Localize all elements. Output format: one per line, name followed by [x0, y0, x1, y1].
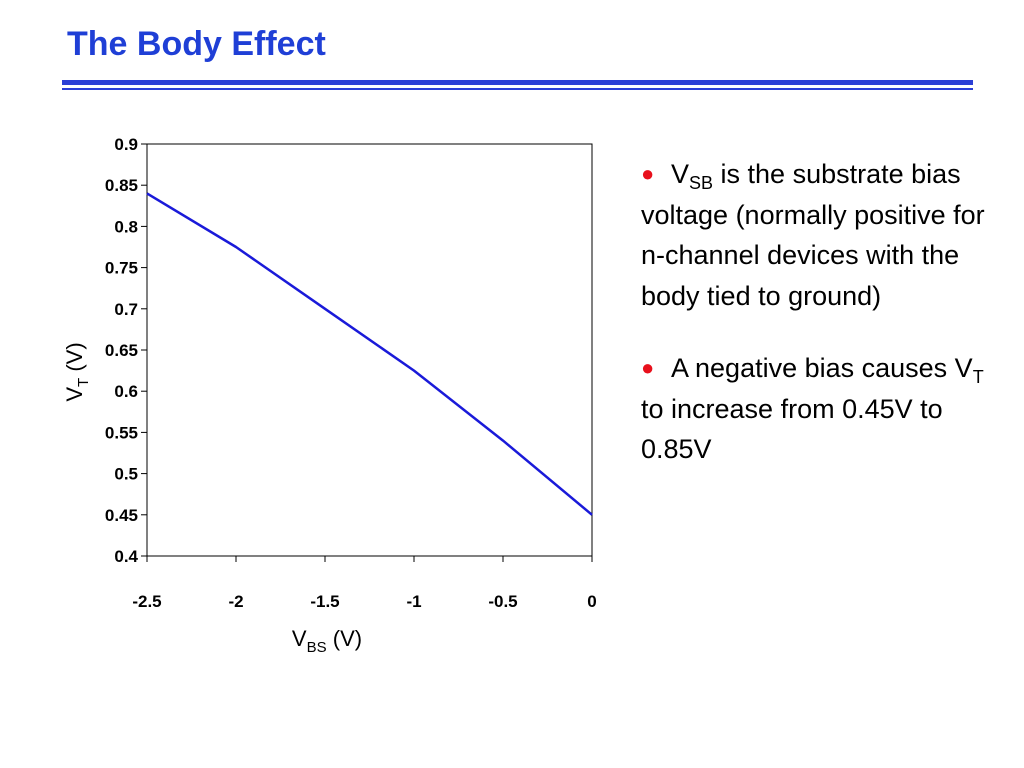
vt-vs-vbs-chart: 0.4 0.45 0.5 0.55 0.6 0.65 0.7 0.75 0.8 0.85 0.9 -…: [62, 135, 597, 656]
y-tick-label: 0.9: [114, 135, 138, 154]
x-tick-label: -2: [228, 592, 243, 611]
bullet-marker: ●: [641, 161, 655, 186]
y-axis-title-main: V: [62, 387, 87, 402]
plot-frame: [146, 143, 593, 557]
y-tick-label: 0.4: [114, 547, 138, 566]
y-tick-label: 0.55: [105, 423, 138, 442]
y-tick-label: 0.5: [114, 465, 138, 484]
y-tick-label: 0.6: [114, 382, 138, 401]
x-tick-label: -0.5: [488, 592, 517, 611]
x-tick-labels: -2.5 -2 -1.5 -1 -0.5 0: [132, 592, 596, 611]
chart-series: [146, 192, 593, 516]
x-tick-label: -1.5: [310, 592, 339, 611]
bullet-2-subscript: T: [972, 367, 984, 387]
x-tick-label: -1: [406, 592, 421, 611]
title-divider-thick: [62, 80, 973, 85]
bullet-2-prefix: A negative bias causes V: [671, 353, 973, 383]
y-tick-label: 0.75: [105, 259, 138, 278]
title-divider-thin: [62, 88, 973, 90]
y-tick-label: 0.85: [105, 176, 138, 195]
bullet-list: ● VSB is the substrate bias voltage (norm…: [641, 154, 991, 502]
y-tick-label: 0.45: [105, 506, 138, 525]
x-axis-title: VBS (V): [292, 626, 362, 656]
y-tick-labels: 0.4 0.45 0.5 0.55 0.6 0.65 0.7 0.75 0.8 0.85 0.9: [105, 135, 139, 566]
series-line: [146, 192, 593, 516]
y-axis-title-unit: (V): [62, 342, 87, 377]
y-tick-label: 0.8: [114, 217, 138, 236]
x-axis-title-unit: (V): [327, 626, 362, 651]
x-tick-label: 0: [587, 592, 596, 611]
bullet-item-vsb: ● VSB is the substrate bias voltage (norm…: [641, 154, 991, 316]
bullet-1-text: is the substrate bias voltage (normally …: [641, 159, 985, 311]
y-tick-label: 0.7: [114, 300, 138, 319]
bullet-item-negative-bias: ● A negative bias causes VT to increase f…: [641, 348, 991, 470]
y-axis-title-sub: T: [75, 378, 92, 387]
y-tick-label: 0.65: [105, 341, 138, 360]
chart-axes: [141, 143, 593, 562]
x-tick-label: -2.5: [132, 592, 161, 611]
x-axis-title-main: V: [292, 626, 307, 651]
bullet-2-text: to increase from 0.45V to 0.85V: [641, 393, 943, 465]
bullet-marker: ●: [641, 355, 655, 380]
bullet-1-subscript: SB: [689, 173, 714, 193]
bullet-1-prefix: V: [671, 159, 690, 189]
y-axis-title: VT (V): [62, 342, 92, 401]
x-axis-title-sub: BS: [307, 639, 327, 656]
slide-title: The Body Effect: [67, 25, 326, 63]
